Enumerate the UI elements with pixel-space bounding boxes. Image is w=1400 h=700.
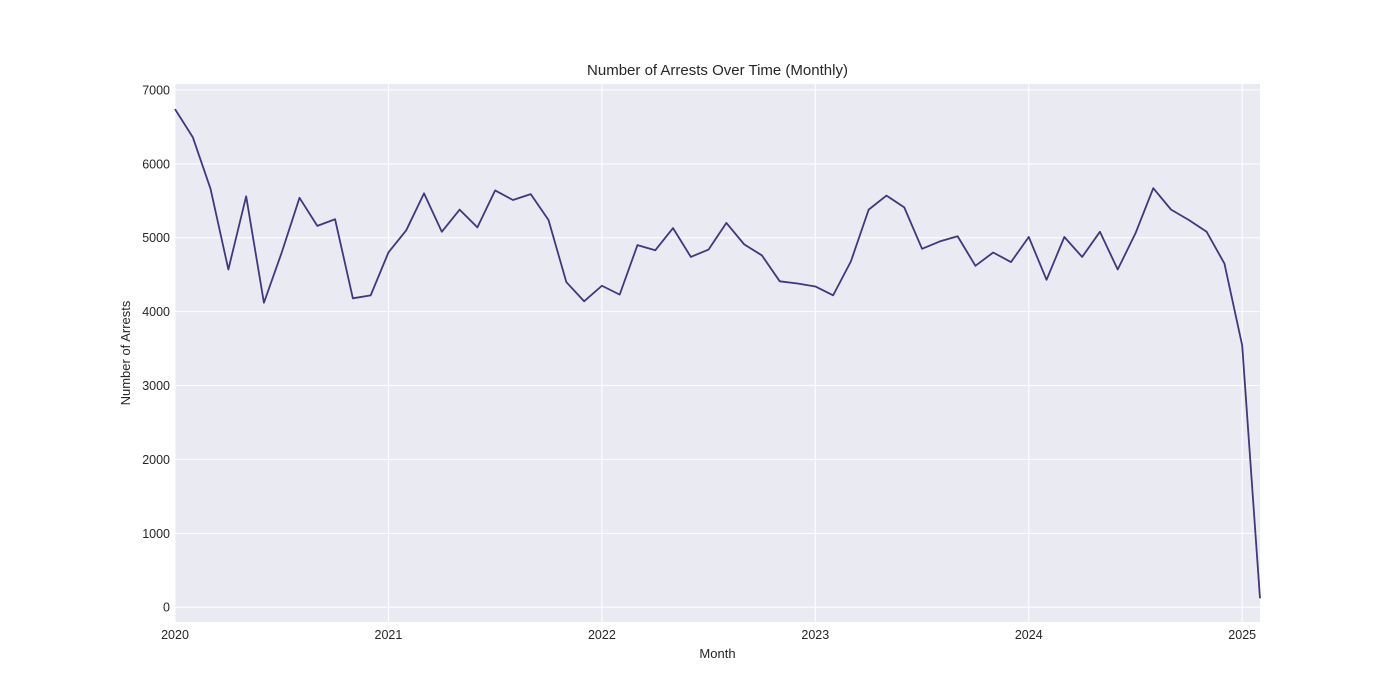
tick-labels: 0 1000 2000 3000 4000 5000 6000 7000 2020 2021 202… [142, 83, 1256, 642]
y-tick-label: 6000 [142, 157, 170, 171]
series-layer [174, 108, 1261, 599]
series-line [174, 108, 1261, 599]
x-tick-label: 2024 [1015, 628, 1043, 642]
y-tick-label: 4000 [142, 305, 170, 319]
y-tick-label: 5000 [142, 231, 170, 245]
x-tick-label: 2020 [161, 628, 189, 642]
x-tick-label: 2025 [1228, 628, 1256, 642]
y-tick-label: 2000 [142, 453, 170, 467]
plot-area [175, 84, 1260, 622]
y-tick-label: 3000 [142, 379, 170, 393]
y-axis-label: Number of Arrests [118, 300, 133, 405]
y-tick-label: 0 [163, 601, 170, 615]
y-tick-label: 7000 [142, 83, 170, 97]
x-axis-label: Month [699, 646, 735, 661]
y-tick-label: 1000 [142, 527, 170, 541]
x-tick-label: 2023 [801, 628, 829, 642]
x-tick-label: 2022 [588, 628, 616, 642]
chart-title: Number of Arrests Over Time (Monthly) [587, 62, 848, 79]
x-tick-label: 2021 [375, 628, 403, 642]
